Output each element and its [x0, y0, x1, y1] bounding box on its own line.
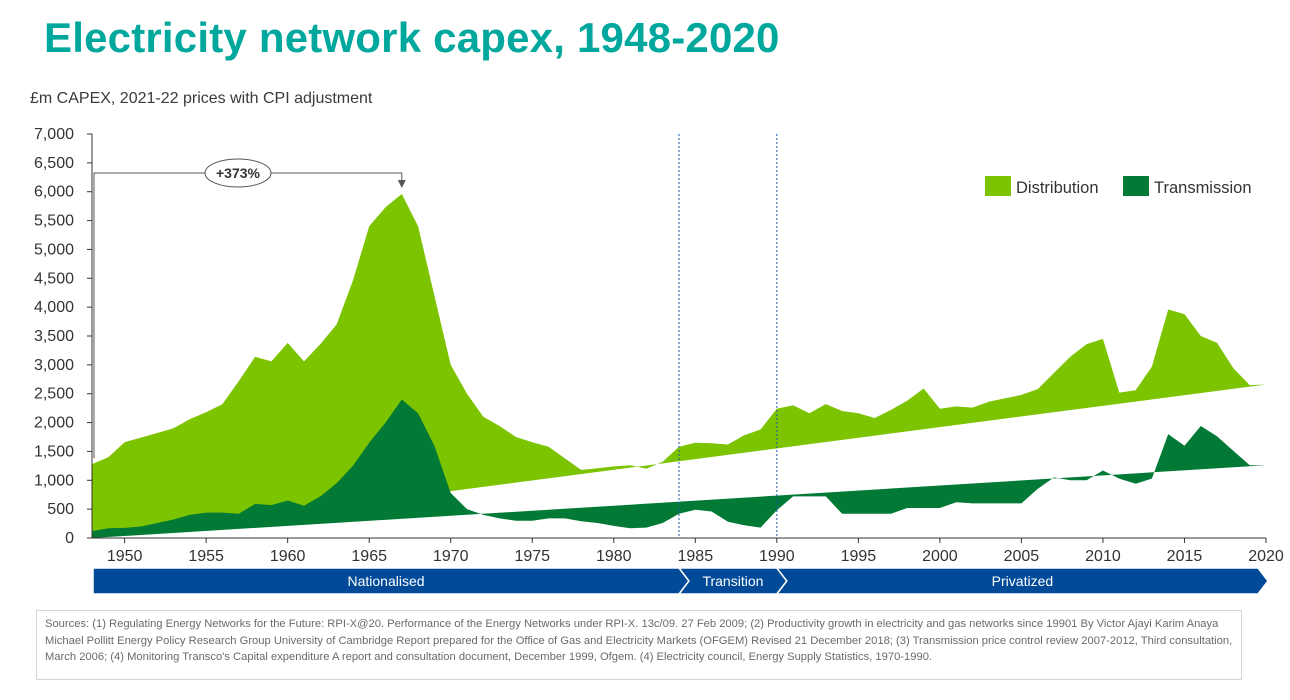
chart-title: Electricity network capex, 1948-2020 [44, 14, 780, 61]
legend-swatch-transmission [1123, 176, 1149, 196]
sources-note: Sources: (1) Regulating Energy Networks … [36, 610, 1242, 680]
era-label-transition: Transition [702, 573, 763, 589]
x-tick-label: 1980 [596, 548, 632, 565]
era-label-nationalised: Nationalised [347, 573, 424, 589]
area-chart: 0 500 1,000 1,500 2,000 2,500 3,000 3,500 4,000 4… [34, 126, 1284, 595]
x-tick-label: 2010 [1085, 548, 1121, 565]
x-tick-label: 1975 [514, 548, 550, 565]
x-tick-label: 1970 [433, 548, 469, 565]
y-tick-label: 0 [65, 530, 74, 547]
y-tick-label: 3,500 [34, 328, 74, 345]
x-tick-label: 2000 [922, 548, 958, 565]
x-tick-label: 1985 [678, 548, 714, 565]
y-tick-label: 2,500 [34, 386, 74, 403]
x-tick-label: 1990 [759, 548, 795, 565]
era-band-privatized [775, 567, 1269, 595]
era-label-privatized: Privatized [992, 573, 1053, 589]
y-tick-label: 4,000 [34, 299, 74, 316]
y-tick-label: 1,500 [34, 443, 74, 460]
x-tick-label: 1960 [270, 548, 306, 565]
legend-label-transmission: Transmission [1154, 179, 1252, 197]
y-tick-label: 6,000 [34, 184, 74, 201]
area-transmission [92, 399, 1266, 538]
growth-label-bubble [204, 158, 272, 188]
y-tick-label: 500 [47, 501, 74, 518]
y-tick-label: 5,000 [34, 241, 74, 258]
x-tick-label: 1950 [107, 548, 143, 565]
legend-swatch-distribution [985, 176, 1011, 196]
legend-label-distribution: Distribution [1016, 179, 1099, 197]
y-tick-label: 2,000 [34, 415, 74, 432]
chart-subtitle: £m CAPEX, 2021-22 prices with CPI adjust… [30, 90, 373, 107]
x-tick-label: 1955 [188, 548, 224, 565]
x-tick-label: 2015 [1167, 548, 1203, 565]
y-tick-label: 6,500 [34, 155, 74, 172]
growth-label: +373% [216, 165, 261, 181]
x-tick-label: 2005 [1004, 548, 1040, 565]
x-tick-label: 1995 [841, 548, 877, 565]
y-tick-label: 1,000 [34, 472, 74, 489]
y-tick-label: 3,000 [34, 357, 74, 374]
y-tick-label: 7,000 [34, 126, 74, 143]
x-tick-label: 1965 [351, 548, 387, 565]
y-tick-label: 5,500 [34, 213, 74, 230]
x-tick-label: 2020 [1248, 548, 1284, 565]
y-tick-label: 4,500 [34, 270, 74, 287]
